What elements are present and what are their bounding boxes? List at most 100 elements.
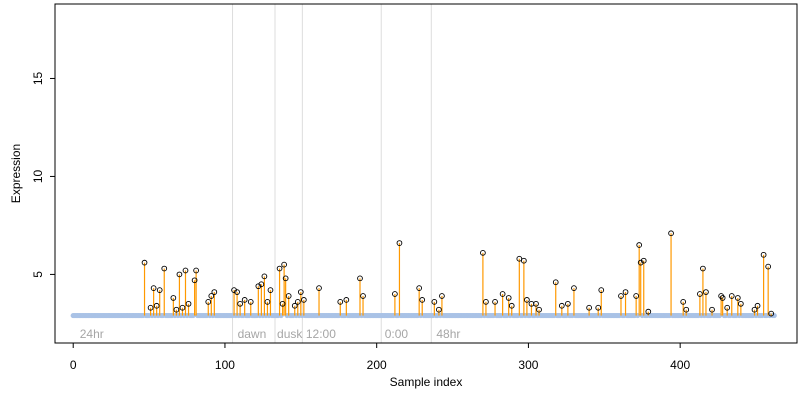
data-point: [282, 275, 289, 282]
data-point: [492, 298, 498, 305]
data-point: [285, 293, 292, 299]
stems: [143, 233, 772, 316]
data-point: [760, 251, 767, 258]
data-point: [751, 306, 758, 313]
x-tick-label: 300: [518, 358, 538, 372]
data-point: [357, 275, 363, 282]
data-point: [343, 297, 350, 303]
data-point: [237, 300, 243, 307]
y-tick-label: 15: [31, 71, 45, 85]
data-point: [156, 287, 163, 293]
data-point: [709, 306, 715, 313]
data-point: [301, 297, 307, 303]
data-point: [645, 308, 652, 315]
data-point: [734, 295, 741, 301]
data-point: [176, 271, 183, 278]
data-point: [640, 257, 647, 264]
region-label: 24hr: [80, 327, 104, 341]
data-point: [205, 298, 212, 305]
data-point: [571, 285, 577, 291]
data-point: [211, 289, 218, 295]
data-point: [622, 289, 629, 295]
region-label: 12:00: [306, 327, 336, 341]
y-axis: 5 10 15: [31, 71, 56, 278]
data-point: [586, 304, 592, 311]
data-point: [680, 298, 687, 305]
data-point: [185, 300, 192, 307]
data-point: [765, 263, 772, 270]
data-point: [533, 300, 539, 307]
data-point: [170, 295, 177, 301]
data-point: [521, 257, 527, 264]
data-point: [258, 281, 265, 288]
data-point: [182, 267, 189, 274]
data-point: [536, 306, 542, 313]
data-point: [150, 285, 157, 291]
region-label: dusk: [277, 327, 303, 341]
data-point: [558, 302, 565, 309]
data-point: [208, 293, 215, 299]
region-label: 48hr: [436, 327, 460, 341]
data-point: [191, 277, 198, 284]
data-point: [416, 285, 423, 291]
region-labels: 24hr dawn dusk 12:00 0:00 48hr: [80, 327, 461, 341]
y-tick-label: 5: [31, 271, 45, 278]
data-point: [294, 298, 301, 305]
data-point: [728, 293, 735, 299]
data-point: [724, 304, 731, 311]
x-tick-label: 0: [70, 358, 77, 372]
data-point: [618, 293, 624, 299]
data-point: [179, 304, 186, 311]
data-point: [633, 293, 640, 299]
data-point: [267, 287, 274, 293]
data-point: [505, 295, 512, 301]
data-point: [147, 304, 154, 311]
region-dividers: [232, 4, 432, 343]
y-tick-label: 10: [31, 169, 45, 183]
data-point: [700, 265, 706, 272]
data-point: [316, 285, 322, 291]
data-point: [281, 261, 287, 268]
data-point: [153, 302, 160, 309]
x-axis-label: Sample index: [390, 375, 463, 389]
data-point: [595, 304, 602, 311]
plot-frame: [54, 3, 798, 344]
data-point: [516, 255, 523, 262]
region-label: 0:00: [385, 327, 409, 341]
data-point: [279, 300, 286, 307]
data-point: [598, 287, 605, 293]
data-point: [247, 298, 254, 305]
data-point: [261, 273, 268, 280]
data-point: [703, 289, 709, 295]
data-point: [419, 297, 426, 303]
data-point: [719, 295, 726, 301]
data-point: [697, 291, 703, 297]
data-point: [360, 293, 366, 299]
region-label: dawn: [238, 327, 267, 341]
data-point: [161, 265, 168, 272]
data-point: [241, 297, 248, 303]
data-point: [768, 310, 775, 317]
data-point: [480, 250, 486, 256]
data-point: [636, 242, 643, 248]
data-point: [683, 306, 690, 313]
data-point: [668, 230, 674, 237]
x-tick-label: 400: [670, 358, 690, 372]
data-point: [436, 306, 442, 313]
x-axis: 0 100 200 300 400: [70, 342, 690, 372]
y-axis-label: Expression: [9, 144, 23, 203]
data-point: [392, 291, 398, 297]
data-point: [276, 265, 283, 272]
data-point: [483, 298, 489, 305]
data-point: [291, 302, 298, 309]
data-point: [499, 291, 506, 297]
highlighted-points: [141, 230, 775, 317]
data-point: [141, 259, 148, 266]
data-point: [508, 302, 515, 309]
data-point: [173, 306, 180, 313]
data-point: [234, 289, 240, 295]
data-point: [738, 300, 744, 307]
data-point: [524, 297, 530, 303]
baseline-points: [70, 312, 777, 319]
